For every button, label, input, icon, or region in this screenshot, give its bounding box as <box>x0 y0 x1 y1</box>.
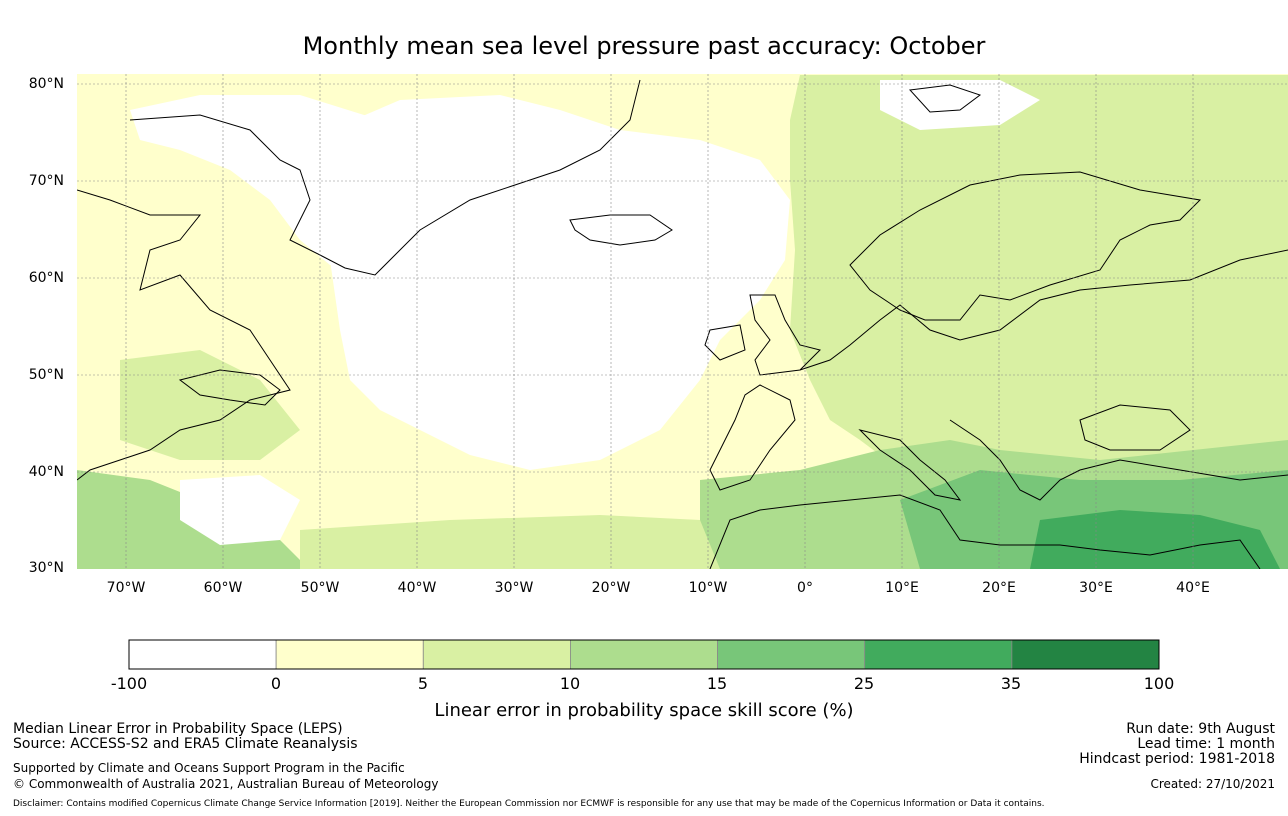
colorbar-tick-label: 10 <box>559 674 581 693</box>
lat-label-80n: 80°N <box>28 76 64 92</box>
lon-label-10e: 10°E <box>885 580 919 596</box>
levant-skill-region <box>1030 510 1280 569</box>
colorbar-tick-label: 25 <box>853 674 875 693</box>
ireland-coast <box>704 324 746 361</box>
lon-label-70w: 70°W <box>106 580 146 596</box>
black-sea-coast <box>1079 404 1191 451</box>
colorbar-swatch <box>717 639 866 670</box>
lon-label-10w: 10°W <box>688 580 728 596</box>
colorbar-tick-label: 35 <box>1000 674 1022 693</box>
gridlines <box>77 74 1288 569</box>
lat-label-60n: 60°N <box>28 270 64 286</box>
lat-label-70n: 70°N <box>28 173 64 189</box>
map-field <box>77 74 1288 569</box>
lon-label-0: 0° <box>797 580 813 596</box>
europe-coast <box>799 249 1288 371</box>
lon-label-20e: 20°E <box>982 580 1016 596</box>
colorbar-border <box>128 639 1160 670</box>
coastlines <box>77 79 1288 569</box>
footer-run-date: Run date: 9th August <box>1126 721 1275 737</box>
footer-disclaimer: Disclaimer: Contains modified Copernicus… <box>13 799 1045 809</box>
footer-copyright: © Commonwealth of Australia 2021, Austra… <box>13 777 439 791</box>
greenland-coast <box>129 79 641 276</box>
colorbar-tick-label: 5 <box>417 674 429 693</box>
colorbar-tick-label: 0 <box>270 674 282 693</box>
footer-hindcast: Hindcast period: 1981-2018 <box>1079 751 1275 767</box>
lon-label-30w: 30°W <box>494 580 534 596</box>
newfoundland-coast <box>178 369 281 406</box>
footer-support: Supported by Climate and Oceans Support … <box>13 761 405 775</box>
lon-label-50w: 50°W <box>300 580 340 596</box>
lon-label-20w: 20°W <box>591 580 631 596</box>
chart-title: Monthly mean sea level pressure past acc… <box>302 32 986 60</box>
footer-source: Source: ACCESS-S2 and ERA5 Climate Reana… <box>13 736 358 752</box>
colorbar-swatch <box>864 639 1013 670</box>
north-africa-coast <box>709 494 1261 569</box>
colorbar-swatch <box>128 639 277 670</box>
footer-lead-time: Lead time: 1 month <box>1137 736 1275 752</box>
lon-label-60w: 60°W <box>203 580 243 596</box>
arctic-low-skill <box>880 80 1040 130</box>
newfoundland-skill-region <box>120 350 300 460</box>
south-atlantic-skill-region <box>300 515 720 569</box>
footer-method: Median Linear Error in Probability Space… <box>13 721 343 737</box>
balkans-coast <box>949 419 1288 501</box>
subtropic-low-skill <box>180 475 300 545</box>
colorbar-swatch <box>422 639 571 670</box>
greenland-low-skill <box>130 95 430 270</box>
colorbar-title: Linear error in probability space skill … <box>434 700 854 721</box>
colorbar-tick-label: -100 <box>110 674 148 693</box>
iceland-coast <box>569 214 673 246</box>
colorbar-swatch <box>1011 639 1160 670</box>
colorbar-tick-label: 100 <box>1143 674 1175 693</box>
lat-label-30n: 30°N <box>28 560 64 576</box>
colorbar <box>128 639 1160 670</box>
colorbar-swatch <box>570 639 718 670</box>
colorbar-tick-label: 15 <box>706 674 728 693</box>
atlantic-low-skill <box>320 95 790 470</box>
svalbard-coast <box>908 84 982 113</box>
lon-label-40e: 40°E <box>1176 580 1210 596</box>
scandinavia-coast <box>849 171 1202 321</box>
lat-label-50n: 50°N <box>28 367 64 383</box>
lon-label-40w: 40°W <box>397 580 437 596</box>
lon-label-30e: 30°E <box>1079 580 1113 596</box>
colorbar-swatch <box>275 639 424 670</box>
lat-label-40n: 40°N <box>28 464 64 480</box>
italy-coast <box>858 429 962 501</box>
iberia-coast <box>709 384 796 491</box>
footer-created: Created: 27/10/2021 <box>1150 777 1275 791</box>
labrador-coast <box>77 189 291 481</box>
